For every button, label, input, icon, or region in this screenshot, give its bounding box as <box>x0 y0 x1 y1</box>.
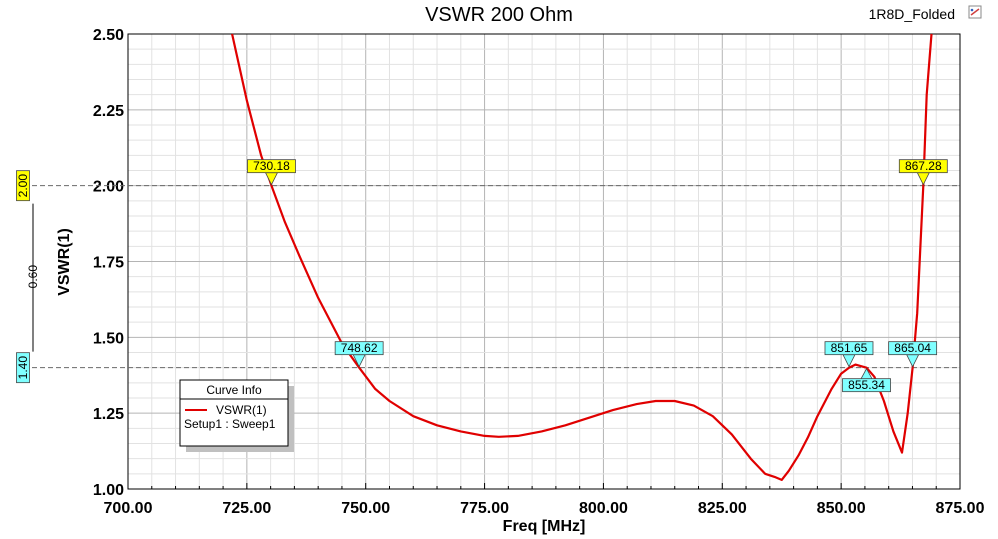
ref-value-label: 2.00 <box>16 174 30 198</box>
y-tick-label: 2.00 <box>93 179 124 196</box>
legend-title: Curve Info <box>206 383 262 397</box>
marker-label: 851.65 <box>831 341 868 355</box>
badge-bg <box>16 352 30 384</box>
badge-bg <box>16 170 30 202</box>
x-tick-label: 850.00 <box>817 500 866 517</box>
plot-frame <box>127 33 961 490</box>
x-tick-label: 775.00 <box>460 500 509 517</box>
y-tick-label: 2.50 <box>93 27 124 44</box>
y-tick-label: 1.25 <box>93 406 124 423</box>
marker-box <box>824 341 874 356</box>
ref-value-label: 1.40 <box>16 356 30 380</box>
project-name: 1R8D_Folded <box>869 6 955 22</box>
marker-730-18: 730.18 <box>247 159 296 186</box>
y-tick-label: 2.25 <box>93 103 124 120</box>
curve-vswr <box>231 33 933 481</box>
marker-label: 867.28 <box>905 159 942 173</box>
x-tick-label: 825.00 <box>698 500 747 517</box>
marker-label: 748.62 <box>341 341 378 355</box>
marker-pointer <box>264 172 279 186</box>
ref-value-badge: 1.40 <box>16 352 30 384</box>
x-axis-label: Freq [MHz] <box>503 518 586 535</box>
marker-box <box>888 341 938 356</box>
x-tick-label: 800.00 <box>579 500 628 517</box>
x-tick-label: 700.00 <box>104 500 153 517</box>
marker-748-62: 748.62 <box>334 341 384 368</box>
x-tick-label: 750.00 <box>341 500 390 517</box>
y-tick-label: 1.00 <box>93 482 124 499</box>
marker-867-28: 867.28 <box>898 159 948 186</box>
legend-entry-subtitle: Setup1 : Sweep1 <box>184 417 276 431</box>
axis-ticks: 700.00 725.00 750.00 775.00 800.00 825.00 850.… <box>93 27 985 517</box>
marker-box <box>247 159 296 174</box>
plot-settings-icon[interactable] <box>968 5 982 19</box>
legend[interactable]: Curve Info VSWR(1) Setup1 : Sweep1 <box>179 379 294 452</box>
y-tick-label: 1.50 <box>93 330 124 347</box>
marker-box <box>842 378 891 393</box>
marker-pointer <box>906 354 920 368</box>
marker-pointer <box>916 172 930 186</box>
legend-entry-name: VSWR(1) <box>216 403 267 417</box>
marker-box <box>334 341 384 356</box>
marker-865-04: 865.04 <box>888 341 938 368</box>
reference-lines <box>128 185 960 369</box>
chart-title: VSWR 200 Ohm <box>425 4 573 26</box>
ref-value-badge: 2.00 <box>16 170 30 202</box>
markers: 730.18 748.62 851.65 855.34 865.04 867.28 <box>247 159 948 393</box>
x-tick-label: 875.00 <box>936 500 985 517</box>
delta-label: 0.60 <box>26 265 40 289</box>
y-axis-label: VSWR(1) <box>56 228 73 296</box>
marker-label: 730.18 <box>253 159 290 173</box>
marker-label: 855.34 <box>848 378 885 392</box>
curve-layer <box>231 33 933 481</box>
marker-855-34: 855.34 <box>842 367 891 393</box>
y-tick-label: 1.75 <box>93 255 124 272</box>
grid <box>128 34 960 489</box>
marker-851-65: 851.65 <box>824 341 874 368</box>
marker-box <box>898 159 948 174</box>
x-tick-label: 725.00 <box>222 500 271 517</box>
delta-scale: 2.00 1.40 0.60 <box>16 170 128 384</box>
marker-label: 865.04 <box>894 341 931 355</box>
